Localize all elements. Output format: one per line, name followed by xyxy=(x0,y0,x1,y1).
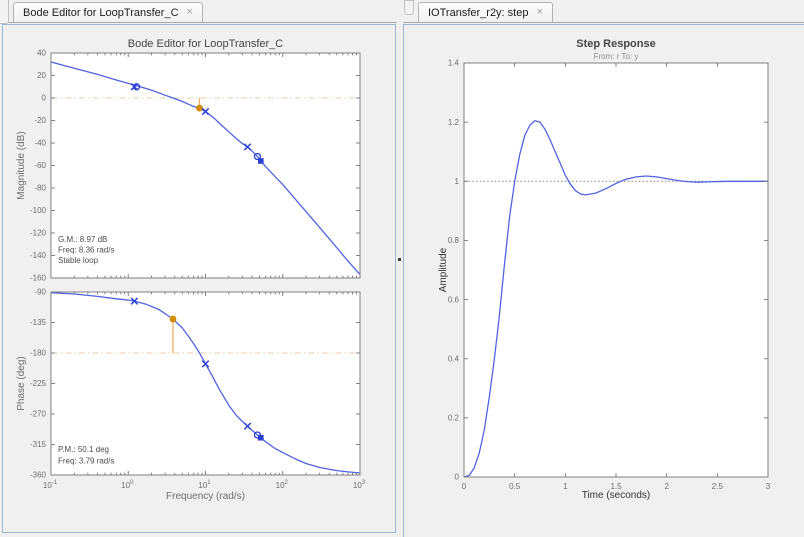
bode-magnitude-plot-area xyxy=(51,53,360,278)
bode-magnitude-ylabel: Magnitude (dB) xyxy=(16,131,27,199)
margin-annotation: P.M.: 50.1 deg xyxy=(58,445,109,454)
ticks xyxy=(50,291,361,476)
tick-label: -225 xyxy=(30,379,47,388)
tick-label: 1.2 xyxy=(448,118,460,127)
step-response-title: Step Response xyxy=(576,38,655,50)
step-response-plot-area xyxy=(464,63,768,477)
tick-label: -180 xyxy=(30,349,47,358)
tick-label: 2.5 xyxy=(712,482,724,491)
tick-label: 0 xyxy=(462,482,467,491)
tick-label: -90 xyxy=(34,288,46,297)
zero-marker[interactable] xyxy=(132,83,141,91)
ticks xyxy=(463,62,769,478)
close-icon[interactable]: × xyxy=(186,6,193,18)
bode-phase-curve[interactable] xyxy=(50,292,361,474)
tick-label: 0.8 xyxy=(448,236,460,245)
tick-label: 0.2 xyxy=(448,414,460,423)
pole-marker[interactable] xyxy=(201,107,210,116)
tab-bode-editor-label: Bode Editor for LoopTransfer_C xyxy=(23,6,179,19)
tick-label: -80 xyxy=(34,184,46,193)
tick-label: -315 xyxy=(30,440,47,449)
tick-label: -135 xyxy=(30,318,47,327)
zero-marker[interactable] xyxy=(253,152,262,161)
tick-label: -20 xyxy=(34,116,46,125)
tick-label: -40 xyxy=(34,139,46,148)
close-icon[interactable]: × xyxy=(536,6,543,18)
tick-labels: 0 0.5 1 1.5 2 2.5 3 0 0.2 0.4 0.6 0.8 1 1.2 1.4 xyxy=(448,59,771,491)
tab-step-response[interactable]: IOTransfer_r2y: step × xyxy=(418,2,553,22)
tick-label: 40 xyxy=(37,49,46,58)
tick-label: -360 xyxy=(30,471,47,480)
margin-annotation: Freq: 3.79 rad/s xyxy=(58,457,114,466)
tick-label: 0.6 xyxy=(448,295,460,304)
bode-phase-xlabel: Frequency (rad/s) xyxy=(166,491,245,502)
margin-marker[interactable] xyxy=(196,104,203,112)
tick-label: 0.4 xyxy=(448,354,460,363)
tick-label: 0 xyxy=(455,473,460,482)
step-response-subtitle: From: r To: y xyxy=(594,52,639,61)
right-tabbar-line xyxy=(403,22,804,23)
tick-label: 0.5 xyxy=(509,482,521,491)
bode-magnitude-title: Bode Editor for LoopTransfer_C xyxy=(128,38,284,50)
pole-marker[interactable] xyxy=(130,297,139,305)
tab-step-response-label: IOTransfer_r2y: step xyxy=(428,6,529,19)
selected-marker[interactable] xyxy=(258,434,264,441)
ticks xyxy=(50,52,361,279)
step-response-plot: 0 0.5 1 1.5 2 2.5 3 0 0.2 0.4 0.6 0.8 1 1.2 1.4 Step Re… xyxy=(438,38,771,501)
panel-splitter[interactable] xyxy=(397,24,403,533)
tick-label: -160 xyxy=(30,274,47,283)
tick-label: 1 xyxy=(455,177,460,186)
tick-label: 1.4 xyxy=(448,59,460,68)
margin-annotation: Freq: 8.36 rad/s xyxy=(58,246,114,255)
tick-label: 2 xyxy=(664,482,669,491)
pole-marker[interactable] xyxy=(243,422,252,430)
selected-marker[interactable] xyxy=(258,158,264,164)
tick-label: -120 xyxy=(30,229,47,238)
tick-label: -60 xyxy=(34,161,46,170)
margin-annotation: Stable loop xyxy=(58,256,99,265)
bode-phase-plot: 10-1 100 101 102 103 -90 -135 -180 -225 -270 -315 -… xyxy=(16,288,366,502)
tick-label: 0 xyxy=(42,94,47,103)
tick-label: -100 xyxy=(30,206,47,215)
tick-label: 20 xyxy=(37,71,46,80)
left-dock-strip[interactable] xyxy=(0,0,9,24)
tick-labels: 10-1 100 101 102 103 -90 -135 -180 -225 -270 -315 -… xyxy=(30,288,366,490)
step-response-ylabel: Amplitude xyxy=(438,247,449,292)
pole-marker[interactable] xyxy=(130,83,139,91)
splitter-grip-icon[interactable] xyxy=(398,258,401,261)
bode-phase-ylabel: Phase (deg) xyxy=(16,356,27,410)
tick-label: 102 xyxy=(276,480,289,490)
tick-label: 3 xyxy=(766,482,771,491)
tick-label: 1.5 xyxy=(610,482,622,491)
tick-label: 100 xyxy=(121,480,134,490)
step-response-xlabel: Time (seconds) xyxy=(582,490,651,501)
tick-label: 101 xyxy=(198,480,211,490)
tick-labels: 40 20 0 -20 -40 -60 -80 -100 -120 -140 -160 xyxy=(30,49,47,283)
bode-magnitude-plot: 40 20 0 -20 -40 -60 -80 -100 -120 -140 -160 Bode Ed… xyxy=(16,38,361,283)
tick-label: 1 xyxy=(563,482,568,491)
bode-phase-plot-area xyxy=(51,292,360,475)
tick-label: 103 xyxy=(353,480,366,490)
tick-label: -140 xyxy=(30,251,47,260)
tick-label: 10-1 xyxy=(43,480,58,490)
pole-marker[interactable] xyxy=(243,143,252,151)
tick-label: -270 xyxy=(30,410,47,419)
margin-marker[interactable] xyxy=(169,315,177,323)
left-tabbar-line xyxy=(0,22,397,23)
pole-marker[interactable] xyxy=(201,360,210,368)
right-dock-strip[interactable] xyxy=(404,0,414,15)
step-response-curve xyxy=(463,120,768,478)
margin-annotation: G.M.: 8.97 dB xyxy=(58,235,107,244)
tab-bode-editor[interactable]: Bode Editor for LoopTransfer_C × xyxy=(13,2,203,22)
bode-magnitude-curve[interactable] xyxy=(50,61,361,276)
